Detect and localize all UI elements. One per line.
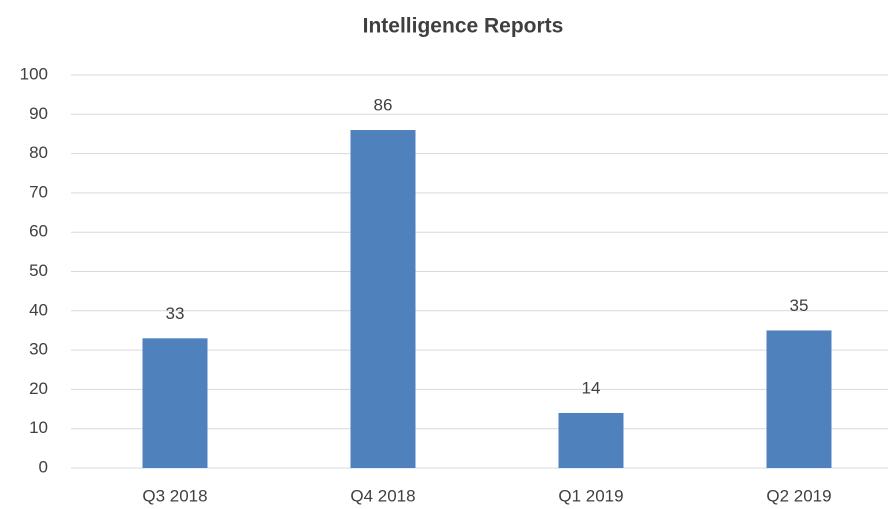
- bar: [558, 412, 624, 468]
- bar: [766, 330, 832, 468]
- data-label: 14: [582, 378, 601, 397]
- y-tick-label: 50: [29, 261, 48, 280]
- x-tick-label: Q1 2019: [558, 486, 623, 505]
- data-label: 35: [790, 296, 809, 315]
- y-tick-label: 80: [29, 143, 48, 162]
- y-tick-label: 70: [29, 182, 48, 201]
- x-tick-label: Q4 2018: [350, 486, 415, 505]
- y-tick-label: 100: [20, 64, 48, 83]
- data-label: 86: [374, 96, 393, 115]
- x-tick-label: Q2 2019: [766, 486, 831, 505]
- y-tick-label: 20: [29, 379, 48, 398]
- chart-title: Intelligence Reports: [363, 15, 564, 38]
- y-tick-label: 0: [39, 457, 48, 476]
- y-tick-label: 30: [29, 340, 48, 359]
- x-tick-label: Q3 2018: [142, 486, 207, 505]
- y-tick-label: 10: [29, 418, 48, 437]
- bar: [350, 130, 416, 468]
- data-label: 33: [166, 304, 185, 323]
- y-tick-label: 90: [29, 104, 48, 123]
- bar: [142, 338, 208, 468]
- y-tick-label: 40: [29, 300, 48, 319]
- y-tick-label: 60: [29, 222, 48, 241]
